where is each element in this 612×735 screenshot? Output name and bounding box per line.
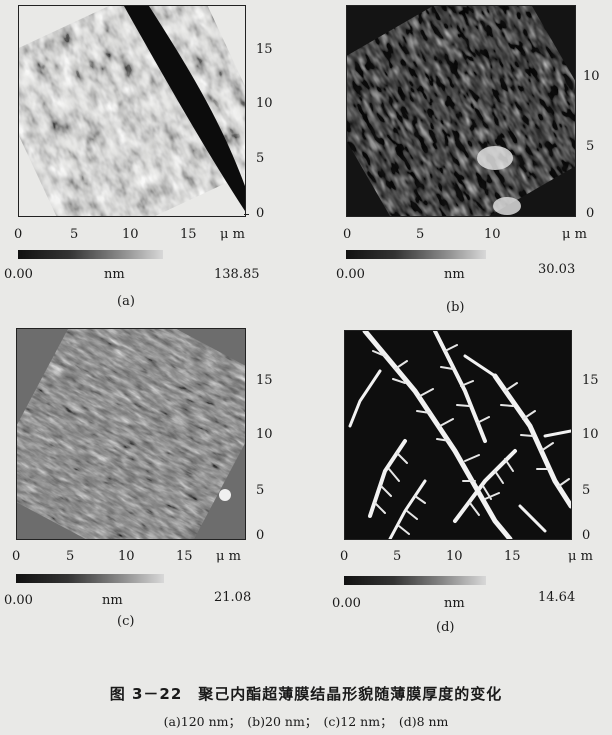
panel-label: (a) <box>117 294 135 309</box>
scale-min: 0.00 <box>4 267 33 282</box>
y-tick: 5 <box>256 151 265 166</box>
x-tick: 10 <box>118 549 135 564</box>
afm-image-a <box>18 5 246 217</box>
scale-min: 0.00 <box>332 596 361 611</box>
scale-unit: nm <box>104 267 125 282</box>
y-tick: 0 <box>256 528 265 543</box>
x-tick: 5 <box>70 227 79 242</box>
scale-min: 0.00 <box>336 267 365 282</box>
panel-label: (c) <box>117 614 135 629</box>
panel-label: (d) <box>436 620 455 635</box>
color-scale-bar <box>346 250 486 259</box>
x-unit: μ m <box>568 549 593 564</box>
figure-subcaption: (a)120 nm； (b)20 nm； (c)12 nm； (d)8 nm <box>163 714 449 729</box>
x-tick: 0 <box>12 549 21 564</box>
x-tick: 15 <box>176 549 193 564</box>
x-unit: μ m <box>220 227 245 242</box>
x-tick: 0 <box>343 227 352 242</box>
x-tick: 10 <box>122 227 139 242</box>
y-tick: 10 <box>582 427 599 442</box>
y-tick: 0 <box>586 206 595 221</box>
color-scale-bar <box>18 250 163 259</box>
y-tick: 0 <box>256 206 265 221</box>
x-tick: 10 <box>484 227 501 242</box>
x-tick: 10 <box>446 549 463 564</box>
scale-unit: nm <box>444 267 465 282</box>
x-tick: 5 <box>66 549 75 564</box>
y-tick: 5 <box>586 139 595 154</box>
y-tick: 5 <box>256 483 265 498</box>
x-tick: 15 <box>504 549 521 564</box>
scale-max: 14.64 <box>538 590 576 605</box>
color-scale-bar <box>344 576 486 585</box>
y-tick: 15 <box>582 373 599 388</box>
y-tick: 5 <box>582 483 591 498</box>
x-tick: 0 <box>340 549 349 564</box>
y-tick: 10 <box>583 69 600 84</box>
afm-image-c <box>16 328 246 540</box>
scale-min: 0.00 <box>4 593 33 608</box>
afm-image-b <box>346 5 576 217</box>
x-unit: μ m <box>562 227 587 242</box>
y-tick: 10 <box>256 96 273 111</box>
scale-max: 30.03 <box>538 262 576 277</box>
scale-max: 138.85 <box>214 267 260 282</box>
y-tick: 15 <box>256 42 273 57</box>
scale-unit: nm <box>444 596 465 611</box>
x-tick: 5 <box>393 549 402 564</box>
x-tick: 15 <box>180 227 197 242</box>
x-unit: μ m <box>216 549 241 564</box>
panel-label: (b) <box>446 300 465 315</box>
x-tick: 5 <box>416 227 425 242</box>
y-tick: 0 <box>582 528 591 543</box>
afm-image-d <box>344 330 572 540</box>
scale-unit: nm <box>102 593 123 608</box>
y-tick: 15 <box>256 373 273 388</box>
figure-title: 图 3－22 聚己内酯超薄膜结晶形貌随薄膜厚度的变化 <box>109 685 503 703</box>
scale-max: 21.08 <box>214 590 252 605</box>
x-tick: 0 <box>14 227 23 242</box>
y-tick: 10 <box>256 427 273 442</box>
color-scale-bar <box>16 574 164 583</box>
